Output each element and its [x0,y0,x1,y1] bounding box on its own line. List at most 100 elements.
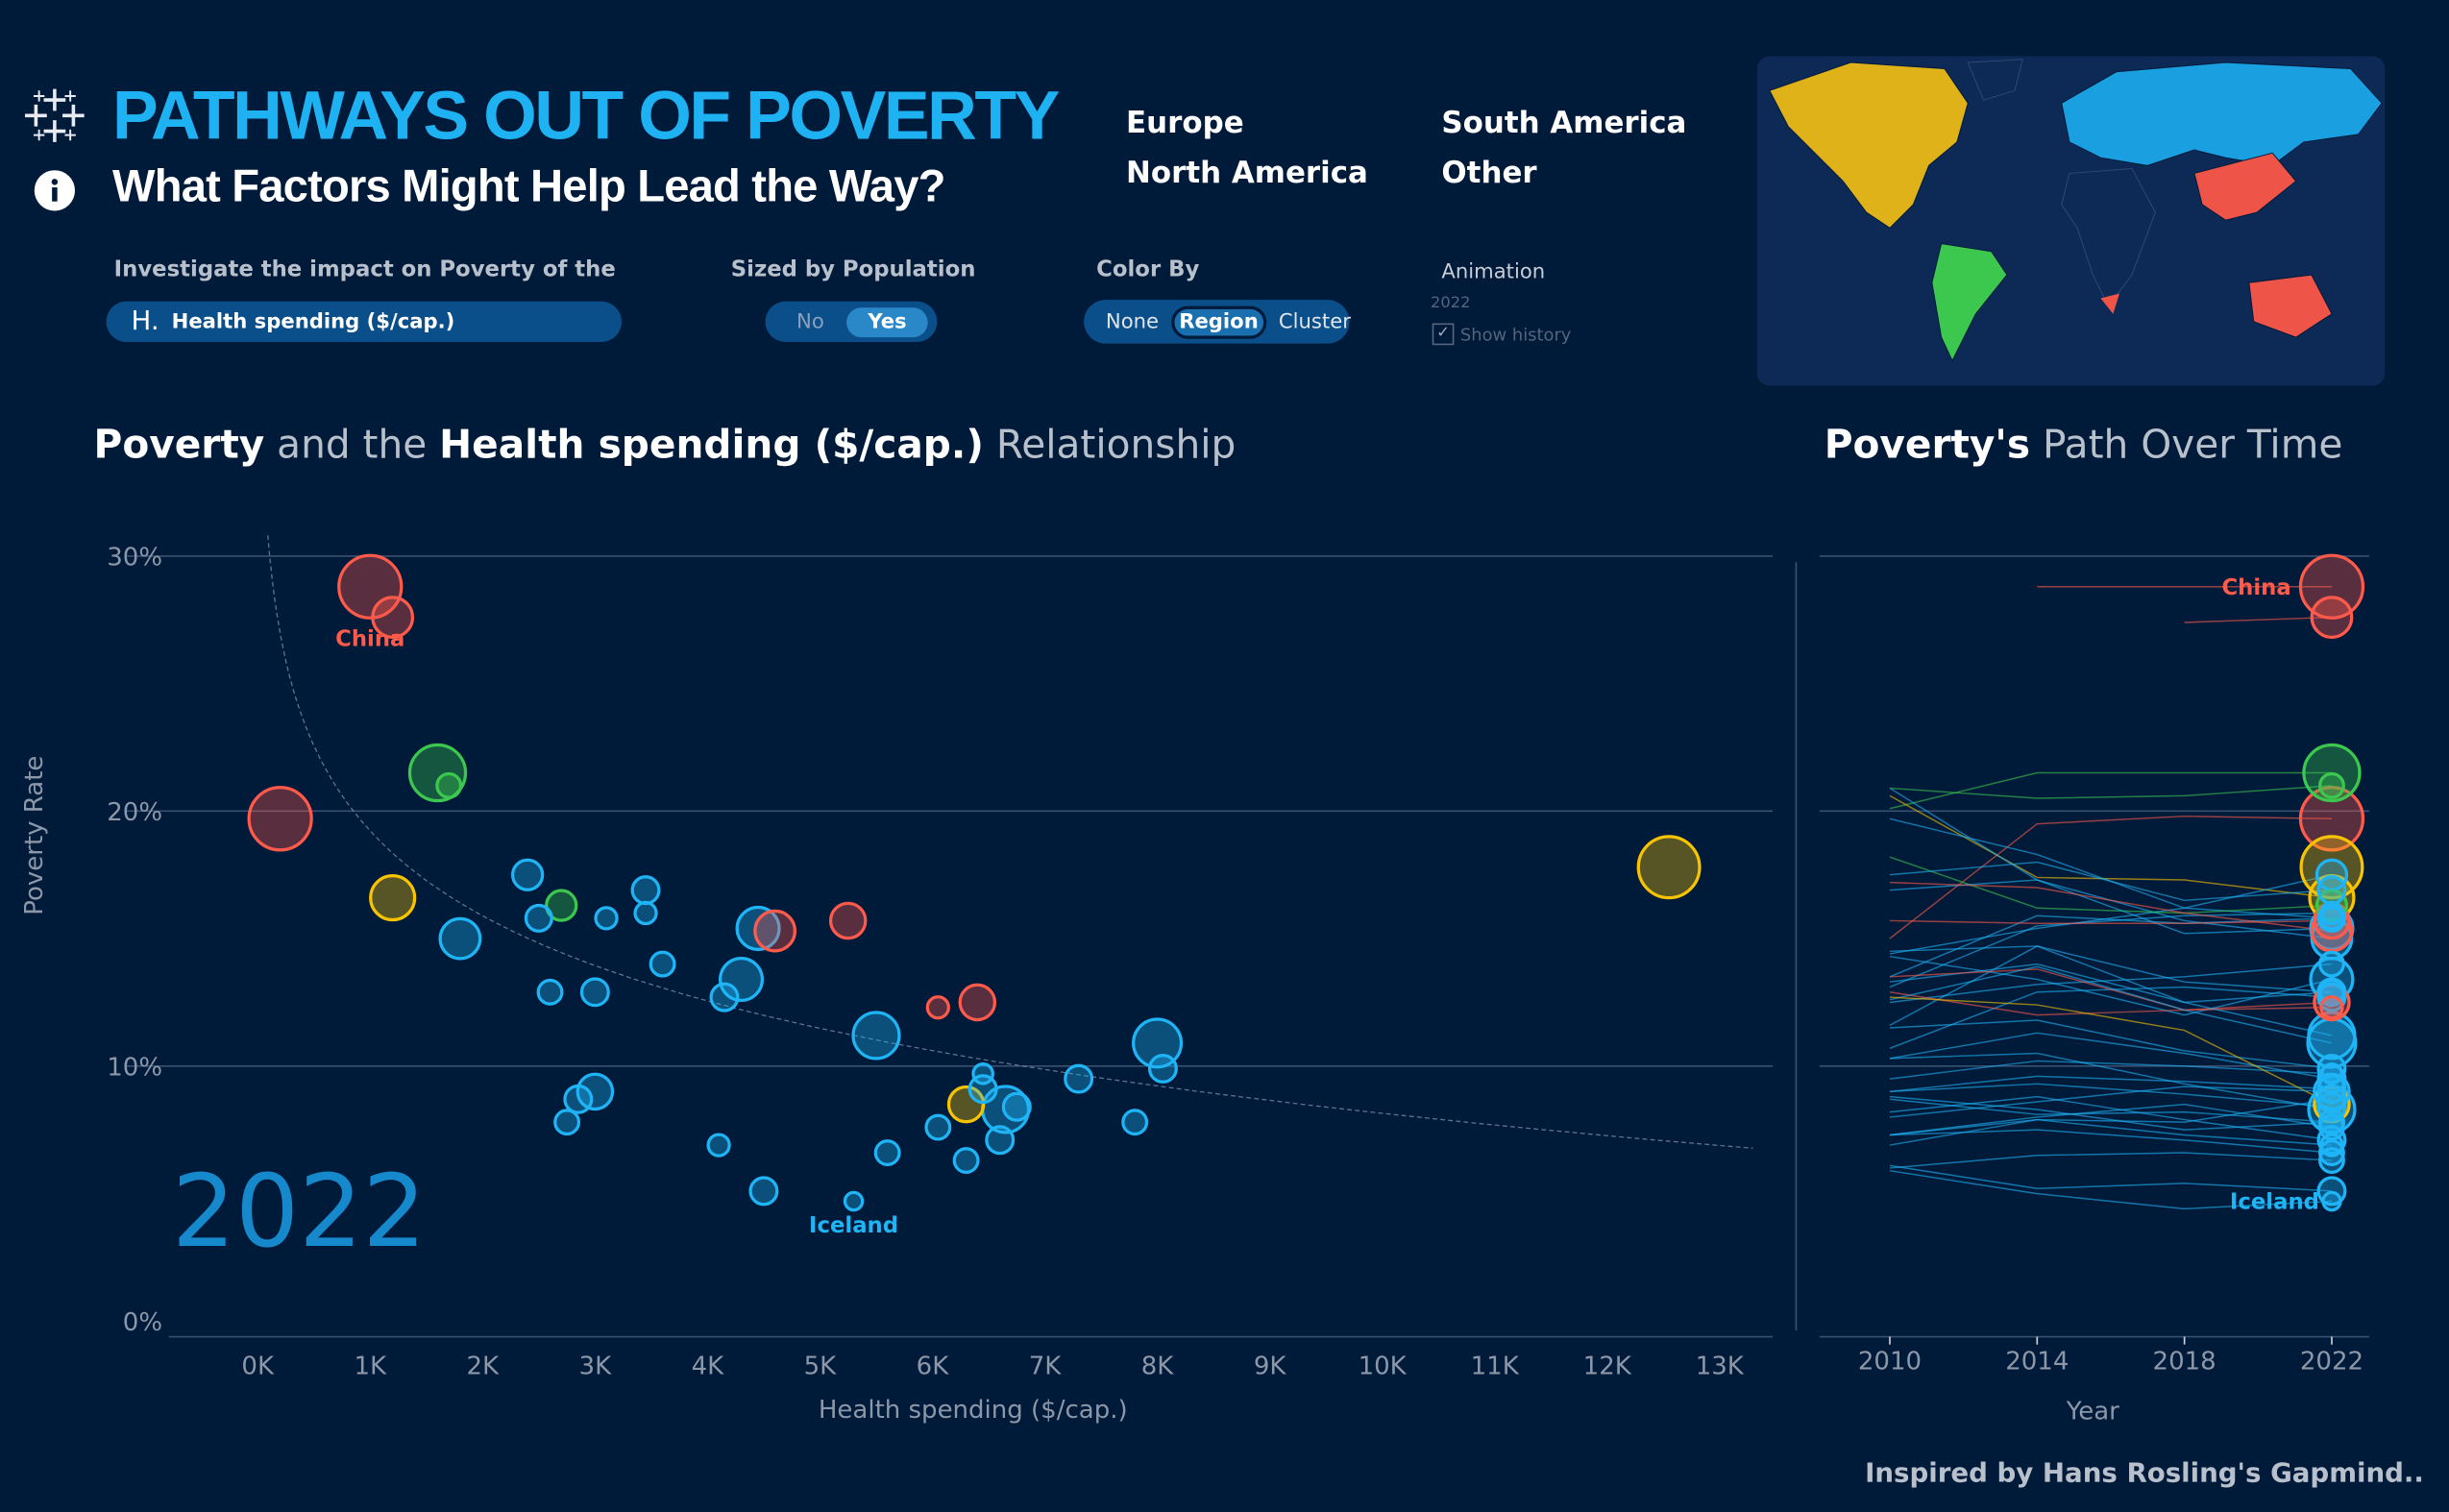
history-line [1889,945,2333,1036]
color-option-cluster[interactable]: Cluster [1278,309,1351,334]
country-bubble [1636,835,1702,900]
country-bubble [971,1061,994,1085]
country-bubble [709,982,740,1012]
country-bubble [952,1147,980,1174]
country-bubble [828,901,868,940]
x-tick-label: 1K [354,1353,387,1381]
country-bubble [958,983,997,1022]
history-line [1889,1060,2333,1080]
country-bubble [925,995,950,1020]
x-tick-label: 2K [467,1353,501,1381]
country-bubble [630,875,661,906]
history-line [1889,861,2333,902]
history-line [1889,1085,2333,1118]
size-option-yes[interactable]: Yes [845,306,929,337]
bubble-label: China [335,627,404,652]
country-bubble [735,905,781,951]
size-label: Sized by Population [730,257,976,283]
size-option-no[interactable]: No [796,309,824,334]
factor-dropdown[interactable]: H. Health spending ($/cap.) [106,301,622,343]
path-bubble [2318,950,2345,978]
y-tick-label: 0% [123,1308,162,1337]
bubble-label: Iceland [809,1213,898,1238]
trendline [267,535,1753,1149]
legend-europe[interactable]: Europe [1126,106,1244,141]
country-bubble [706,1133,731,1158]
x-tick-label: 13K [1696,1353,1745,1381]
x-tick-label: 3K [579,1353,613,1381]
country-bubble [524,903,553,933]
show-history-label: Show history [1459,324,1572,345]
region-map[interactable] [1756,56,2386,386]
animation-label: Animation [1441,260,1546,284]
x-tick-label: 10K [1359,1353,1408,1381]
path-bubble [2319,900,2344,926]
color-option-region[interactable]: Region [1171,305,1266,338]
country-bubble [924,1113,952,1141]
history-line [1889,1019,2333,1070]
country-bubble [1147,1053,1178,1084]
legend-south-america[interactable]: South America [1441,106,1687,141]
map-asia-other [2193,152,2297,221]
history-line [2184,616,2333,623]
x-tick-label: 7K [1029,1353,1063,1381]
y-tick-label: 10% [107,1054,162,1083]
path-bubble [2319,995,2344,1020]
country-bubble [718,957,765,1003]
history-line [1889,815,2333,939]
path-x-tick-label: 2010 [1858,1348,1922,1377]
path-x-tick-label: 2014 [2005,1348,2069,1377]
x-tick-label: 0K [241,1353,275,1381]
path-bubble [2318,1109,2345,1136]
legend-north-america[interactable]: North America [1126,156,1368,191]
country-bubble [1001,1091,1032,1122]
country-bubble [594,906,619,931]
show-history-checkbox[interactable]: ✓ Show history [1432,323,1572,346]
year-watermark: 2022 [172,1153,427,1270]
path-x-axis-label: Year [2066,1398,2119,1427]
color-by-toggle[interactable]: None Region Cluster [1084,300,1351,344]
checkmark-icon: ✓ [1432,323,1455,346]
country-bubble [545,889,578,922]
tableau-logo-icon [25,88,85,142]
path-bubble [2320,1061,2343,1085]
factor-label: Investigate the impact on Poverty of the [113,257,616,283]
history-line [1889,968,2333,1012]
history-line [1889,996,2333,1106]
country-bubble [369,874,417,922]
scatter-title: Poverty and the Health spending ($/cap.)… [93,421,1237,468]
factor-prefix: H. [131,305,159,338]
color-option-none[interactable]: None [1105,309,1160,334]
history-line [1889,856,2333,915]
path-bubble [2310,596,2354,639]
info-icon[interactable] [33,169,77,213]
map-south-america [1931,243,2008,362]
path-label: China [2221,575,2290,600]
path-title: Poverty's Path Over Time [1824,421,2343,468]
map-greenland [1967,59,2023,101]
path-label: Iceland [2230,1190,2319,1215]
history-line [1889,1118,2333,1146]
country-bubble [1132,1017,1184,1069]
path-bubble [2316,875,2347,906]
history-line [1889,1164,2333,1192]
size-toggle[interactable]: No Yes [765,301,938,343]
animation-year[interactable]: 2022 [1431,295,1471,313]
x-tick-label: 11K [1471,1353,1520,1381]
country-bubble [579,977,610,1008]
history-line [1889,945,2333,1027]
country-bubble [563,1084,594,1114]
history-line [1889,1095,2333,1141]
country-bubble [435,771,463,799]
x-tick-label: 4K [692,1353,725,1381]
country-bubble [946,1085,986,1124]
history-line [1889,1075,2333,1093]
path-bubble [2316,1084,2347,1114]
country-bubble [873,1139,901,1166]
history-line [1889,1152,2333,1169]
map-europe-asia [2061,61,2383,166]
legend-other[interactable]: Other [1441,156,1537,191]
history-line [1889,1103,2333,1136]
path-bubble [2298,786,2365,852]
